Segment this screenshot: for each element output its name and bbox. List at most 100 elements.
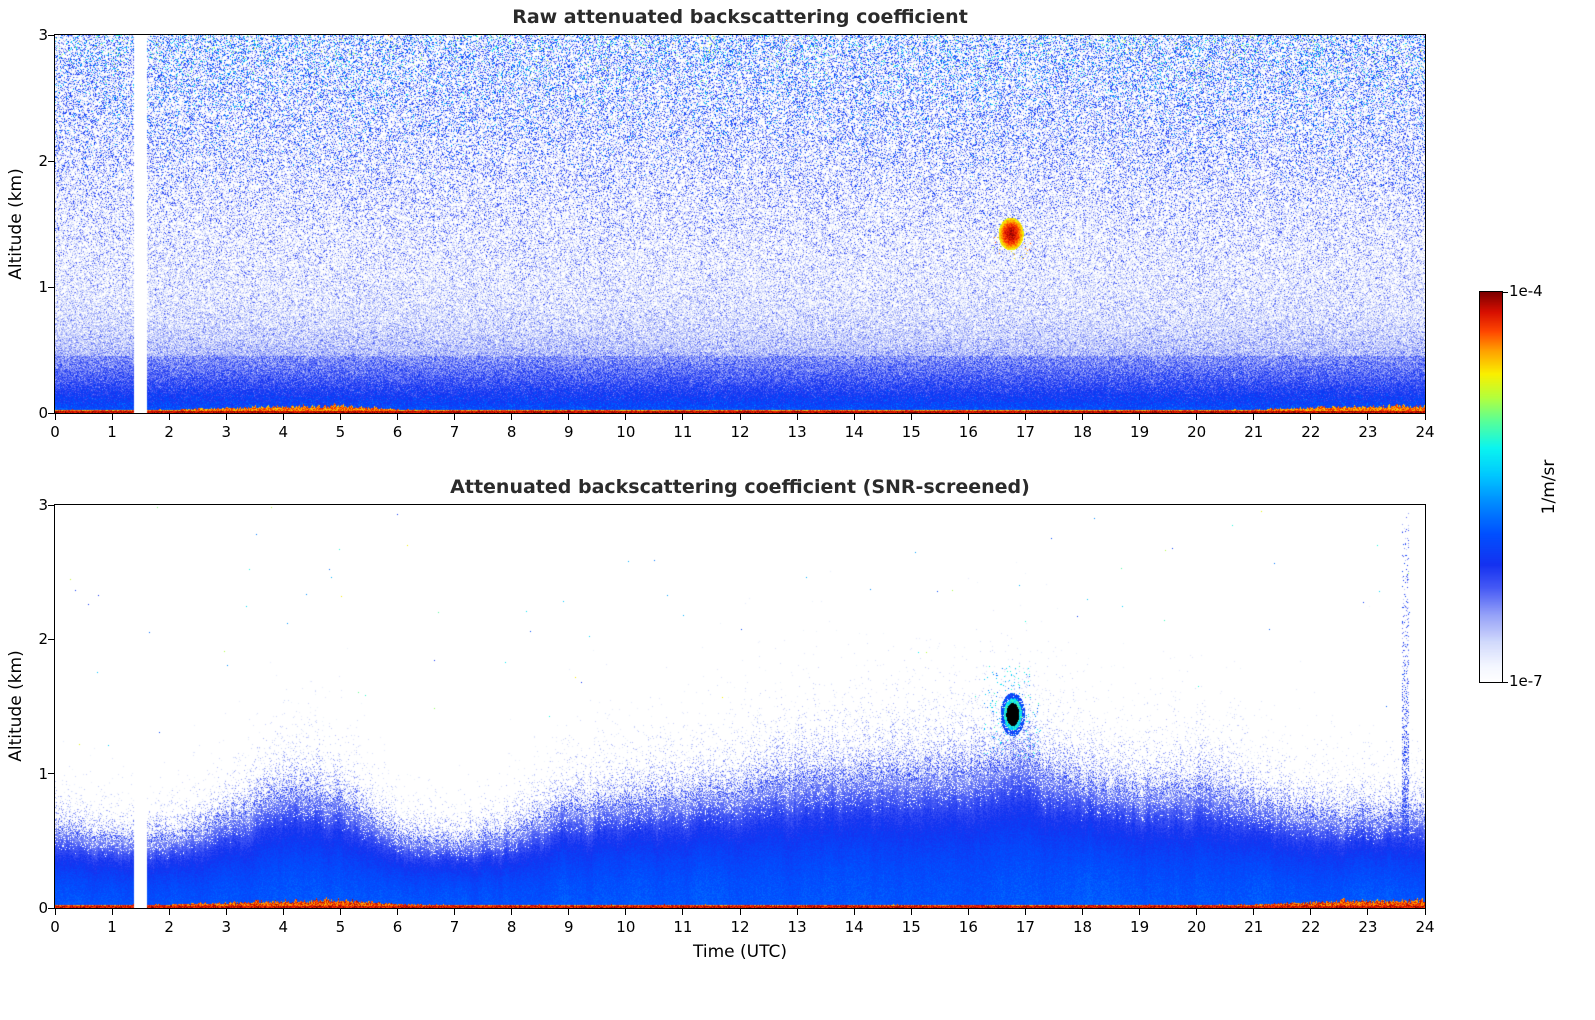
x-tick-label: 12 xyxy=(730,423,750,441)
x-tick-mark xyxy=(1310,909,1312,915)
x-tick-label: 19 xyxy=(1130,423,1150,441)
x-tick-label: 5 xyxy=(335,423,346,441)
x-tick-label: 1 xyxy=(107,918,117,936)
colorbar-max-label: 1e-4 xyxy=(1509,282,1543,300)
x-tick-label: 8 xyxy=(506,423,517,441)
x-tick-label: 21 xyxy=(1244,918,1264,936)
x-tick-label: 20 xyxy=(1187,918,1207,936)
x-tick-mark xyxy=(1196,909,1198,915)
x-tick-mark xyxy=(1082,909,1083,915)
x-tick-label: 2 xyxy=(164,423,174,441)
x-tick-mark xyxy=(682,909,684,915)
x-tick-label: 4 xyxy=(278,423,289,441)
x-tick-mark xyxy=(111,414,113,420)
y-tick-mark xyxy=(48,160,54,162)
x-tick-mark xyxy=(54,414,56,420)
x-tick-mark xyxy=(1196,414,1198,420)
screened-heatmap-canvas xyxy=(54,504,1426,909)
y-tick-mark xyxy=(48,34,54,36)
x-tick-label: 3 xyxy=(221,918,232,936)
x-tick-mark xyxy=(1082,414,1083,420)
x-tick-mark xyxy=(1424,909,1426,915)
x-tick-mark xyxy=(1024,909,1026,915)
x-tick-mark xyxy=(168,909,170,915)
x-tick-mark xyxy=(625,909,627,915)
x-tick-mark xyxy=(339,414,341,420)
x-tick-mark xyxy=(853,414,855,420)
y-tick-label: 0 xyxy=(38,899,48,917)
y-tick-label: 3 xyxy=(38,496,48,514)
x-tick-mark xyxy=(910,414,912,420)
x-tick-mark xyxy=(225,414,227,420)
x-tick-label: 6 xyxy=(392,918,403,936)
x-tick-mark xyxy=(168,414,170,420)
x-tick-label: 18 xyxy=(1072,423,1093,441)
y-tick-mark xyxy=(48,504,54,506)
x-tick-label: 13 xyxy=(787,918,807,936)
x-tick-mark xyxy=(454,909,456,915)
x-tick-label: 7 xyxy=(449,423,460,441)
x-tick-mark xyxy=(1024,414,1026,420)
x-tick-label: 11 xyxy=(673,423,693,441)
x-tick-label: 18 xyxy=(1072,918,1093,936)
y-tick-label: 2 xyxy=(38,152,48,170)
x-tick-label: 23 xyxy=(1358,423,1378,441)
x-tick-mark xyxy=(225,909,227,915)
x-tick-mark xyxy=(1253,909,1255,915)
y-tick-label: 1 xyxy=(38,764,48,783)
x-tick-label: 6 xyxy=(392,423,403,441)
x-tick-label: 0 xyxy=(50,918,60,936)
x-tick-label: 19 xyxy=(1130,918,1150,936)
raw-altitude-axis-label: Altitude (km) xyxy=(6,168,26,280)
x-tick-mark xyxy=(625,414,627,420)
x-tick-label: 10 xyxy=(616,918,636,936)
colorbar-tick-mark xyxy=(1503,291,1508,293)
raw-heatmap-canvas xyxy=(54,34,1426,414)
x-tick-label: 24 xyxy=(1415,423,1435,441)
x-tick-label: 22 xyxy=(1301,918,1321,936)
x-tick-mark xyxy=(967,909,969,915)
x-tick-mark xyxy=(796,909,798,915)
x-tick-mark xyxy=(910,909,912,915)
y-tick-label: 2 xyxy=(38,630,48,649)
x-tick-mark xyxy=(1367,909,1369,915)
x-tick-label: 0 xyxy=(50,423,60,441)
x-tick-label: 15 xyxy=(901,423,921,441)
screened-panel-title: Attenuated backscattering coefficient (S… xyxy=(450,476,1030,498)
x-tick-label: 2 xyxy=(164,918,174,936)
x-tick-label: 4 xyxy=(278,918,289,936)
x-tick-mark xyxy=(1424,414,1426,420)
x-tick-label: 1 xyxy=(107,423,117,441)
y-tick-mark xyxy=(48,773,54,775)
x-tick-label: 11 xyxy=(673,918,693,936)
x-tick-mark xyxy=(682,414,684,420)
x-tick-mark xyxy=(1367,414,1369,420)
colorbar-units-label: 1/m/sr xyxy=(1539,459,1559,515)
y-tick-label: 3 xyxy=(38,26,48,44)
colorbar-min-label: 1e-7 xyxy=(1509,672,1543,690)
x-tick-mark xyxy=(397,909,398,915)
x-tick-label: 24 xyxy=(1415,918,1435,936)
x-tick-mark xyxy=(739,414,741,420)
x-tick-label: 17 xyxy=(1015,423,1035,441)
x-tick-mark xyxy=(511,414,513,420)
y-tick-mark xyxy=(48,907,54,909)
x-tick-label: 17 xyxy=(1015,918,1035,936)
x-tick-mark xyxy=(54,909,56,915)
x-tick-label: 16 xyxy=(958,918,978,936)
colorbar-canvas xyxy=(1479,291,1503,683)
x-tick-label: 5 xyxy=(335,918,346,936)
x-tick-mark xyxy=(796,414,798,420)
x-tick-mark xyxy=(454,414,456,420)
x-tick-label: 20 xyxy=(1187,423,1207,441)
x-tick-label: 7 xyxy=(449,918,460,936)
x-tick-mark xyxy=(511,909,513,915)
y-tick-label: 0 xyxy=(38,404,48,422)
x-tick-label: 22 xyxy=(1301,423,1321,441)
x-tick-mark xyxy=(397,414,398,420)
x-tick-label: 21 xyxy=(1244,423,1264,441)
x-tick-mark xyxy=(1253,414,1255,420)
x-tick-mark xyxy=(853,909,855,915)
time-axis-label: Time (UTC) xyxy=(693,942,787,962)
